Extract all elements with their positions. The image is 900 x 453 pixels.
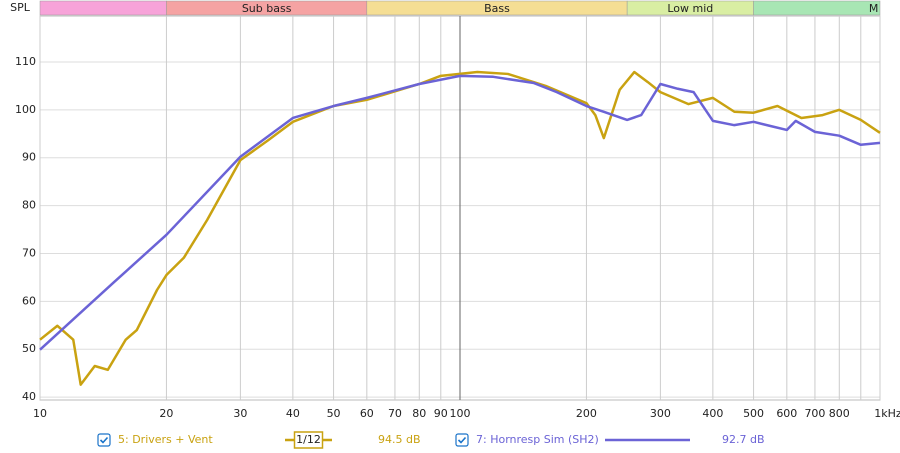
legend-checkbox[interactable] [97, 433, 111, 447]
band-label: Bass [484, 2, 510, 15]
band-label: Sub bass [242, 2, 292, 15]
checkbox-tick [99, 436, 109, 444]
y-tick-label: 90 [22, 151, 36, 164]
x-tick-label: 600 [776, 407, 797, 420]
x-tick-label: 40 [286, 407, 300, 420]
y-tick-label: 100 [15, 103, 36, 116]
legend-readout: 92.7 dB [722, 433, 765, 446]
x-tick-label: 800 [829, 407, 850, 420]
x-tick-label: 100 [450, 407, 471, 420]
checkbox-box [455, 433, 469, 447]
x-tick-label: 50 [327, 407, 341, 420]
x-tick-label: 700 [804, 407, 825, 420]
y-tick-label: 80 [22, 199, 36, 212]
legend-label: 5: Drivers + Vent [118, 433, 213, 446]
x-tick-label: 20 [159, 407, 173, 420]
y-tick-label: 110 [15, 55, 36, 68]
legend-checkbox[interactable] [455, 433, 469, 447]
x-tick-label: 70 [388, 407, 402, 420]
band-label: M [869, 2, 879, 15]
band [753, 0, 881, 16]
y-axis-label: SPL [10, 1, 31, 14]
legend-readout: 94.5 dB [378, 433, 421, 446]
x-tick-label: 300 [650, 407, 671, 420]
smoothing-box [293, 431, 324, 449]
y-tick-label: 50 [22, 342, 36, 355]
checkbox-tick [457, 436, 467, 444]
y-tick-label: 70 [22, 246, 36, 259]
checkbox-box [97, 433, 111, 447]
x-tick-label: 500 [743, 407, 764, 420]
band-label: Low mid [667, 2, 713, 15]
data-line [39, 70, 881, 386]
x-tick-label: 200 [576, 407, 597, 420]
x-tick-label: 10 [33, 407, 47, 420]
y-tick-label: 60 [22, 294, 36, 307]
legend-label: 7: Hornresp Sim (SH2) [476, 433, 599, 446]
smoothing-label: 1/12 [296, 433, 321, 446]
x-tick-label: 30 [233, 407, 247, 420]
x-tick-label: 1kHz [874, 407, 900, 420]
x-tick-label: 60 [360, 407, 374, 420]
band [39, 0, 167, 16]
x-tick-label: 80 [412, 407, 426, 420]
x-tick-label: 90 [434, 407, 448, 420]
data-line [39, 74, 881, 351]
x-tick-label: 400 [702, 407, 723, 420]
y-tick-label: 40 [22, 390, 36, 403]
